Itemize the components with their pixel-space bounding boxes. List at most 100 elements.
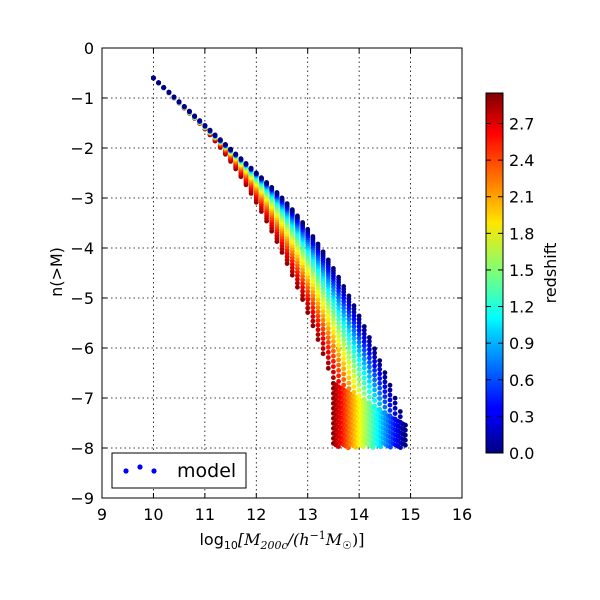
data-point xyxy=(315,313,321,319)
data-point xyxy=(361,331,367,337)
data-point xyxy=(331,313,336,318)
data-point xyxy=(217,137,223,143)
data-point xyxy=(341,377,347,382)
data-point xyxy=(331,309,336,314)
data-point xyxy=(351,378,357,384)
data-point xyxy=(351,313,357,319)
data-point xyxy=(300,297,305,302)
data-point xyxy=(361,380,367,386)
data-point xyxy=(377,380,383,386)
x-tick-label: 9 xyxy=(97,505,107,524)
data-point xyxy=(315,286,321,291)
data-point xyxy=(336,329,341,334)
data-point xyxy=(356,362,362,367)
data-point xyxy=(372,387,377,393)
data-point xyxy=(351,358,357,364)
data-point xyxy=(341,324,347,330)
data-point xyxy=(325,317,331,323)
data-point xyxy=(351,389,357,395)
data-point xyxy=(336,316,341,322)
data-point xyxy=(403,442,408,448)
data-point xyxy=(346,345,352,351)
data-point xyxy=(325,326,331,331)
data-point xyxy=(341,341,347,347)
data-point xyxy=(382,404,388,410)
data-point xyxy=(361,343,367,349)
data-point xyxy=(367,374,372,379)
data-point xyxy=(356,348,362,354)
data-point xyxy=(336,362,341,368)
data-point xyxy=(336,338,341,343)
data-point xyxy=(367,347,372,352)
data-point xyxy=(346,309,352,315)
data-point xyxy=(341,371,347,377)
legend-label: model xyxy=(177,460,236,482)
data-point xyxy=(325,349,331,355)
data-point xyxy=(325,301,331,307)
data-point xyxy=(361,335,367,341)
data-point xyxy=(325,313,331,318)
data-point xyxy=(351,324,357,329)
data-point xyxy=(295,266,300,271)
data-point xyxy=(320,301,326,306)
data-point xyxy=(341,302,347,308)
legend-marker xyxy=(137,464,143,470)
data-point xyxy=(310,282,316,287)
data-point xyxy=(341,333,347,338)
data-point xyxy=(356,372,362,377)
data-point xyxy=(284,261,290,266)
y-tick-label: −7 xyxy=(70,389,94,408)
data-point xyxy=(228,146,234,152)
data-point xyxy=(356,357,362,363)
data-point xyxy=(341,320,347,326)
data-point xyxy=(289,269,295,274)
data-point xyxy=(284,254,290,260)
data-point xyxy=(346,324,352,330)
data-point xyxy=(372,368,377,373)
data-point xyxy=(351,353,357,359)
data-point xyxy=(331,358,336,364)
data-point xyxy=(315,337,321,342)
data-point xyxy=(289,262,295,267)
data-point xyxy=(398,445,403,450)
data-point xyxy=(382,389,388,394)
data-point xyxy=(325,297,331,303)
data-point xyxy=(300,293,305,298)
data-point xyxy=(295,273,300,279)
data-point xyxy=(341,309,347,315)
data-point xyxy=(315,332,321,337)
colorbar-tick-label: 1.5 xyxy=(509,261,534,280)
data-point xyxy=(367,335,372,340)
data-point xyxy=(320,313,326,319)
data-point xyxy=(181,104,187,109)
data-point xyxy=(300,270,305,276)
data-point xyxy=(346,386,352,391)
data-point xyxy=(187,108,192,114)
data-point xyxy=(176,99,182,105)
data-point xyxy=(331,291,336,297)
data-point xyxy=(346,316,352,322)
data-point xyxy=(377,396,383,401)
data-point xyxy=(367,389,372,395)
data-point xyxy=(315,318,321,323)
data-point xyxy=(300,289,305,294)
data-point xyxy=(305,297,311,302)
data-point xyxy=(392,400,398,406)
data-point xyxy=(336,301,341,307)
data-point xyxy=(336,333,341,339)
data-point xyxy=(197,118,203,124)
x-tick-label: 16 xyxy=(452,505,472,524)
data-point xyxy=(356,331,362,337)
colorbar-tick-label: 0.0 xyxy=(509,444,534,463)
data-point xyxy=(351,320,357,326)
data-point xyxy=(341,328,347,334)
data-point xyxy=(223,142,228,147)
data-point xyxy=(377,362,383,368)
colorbar-tick-label: 2.4 xyxy=(509,151,534,170)
data-point xyxy=(305,274,311,280)
legend-box xyxy=(111,452,247,489)
data-point xyxy=(351,303,357,309)
data-point xyxy=(351,344,357,350)
data-point xyxy=(367,360,372,365)
